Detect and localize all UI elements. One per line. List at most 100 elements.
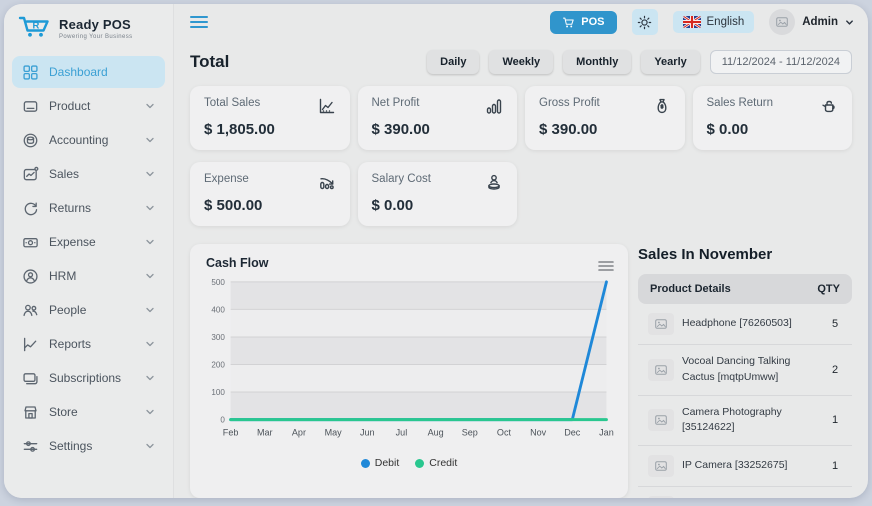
column-qty: QTY <box>817 283 840 295</box>
reports-icon <box>22 336 39 353</box>
svg-text:Jul: Jul <box>396 427 408 437</box>
app-window: R Ready POS Powering Your Business Dashb… <box>4 4 868 498</box>
period-button[interactable]: Weekly <box>489 50 554 74</box>
avatar <box>769 9 796 35</box>
returns-icon <box>22 200 39 217</box>
cart-icon <box>562 16 575 29</box>
stat-card: Salary Cost $ 0.00 <box>357 162 517 226</box>
sales-panel-title: Sales In November <box>638 246 773 263</box>
stat-label: Salary Cost <box>371 173 431 185</box>
svg-text:May: May <box>325 427 342 437</box>
dashboard-content: Total Daily Weekly Monthly Yearly 11/12/202… <box>174 40 868 498</box>
sidebar-item[interactable]: Expense <box>12 226 165 258</box>
svg-text:300: 300 <box>211 333 225 342</box>
sidebar-item[interactable]: Subscriptions <box>12 362 165 394</box>
product-name: Vocoal Dancing Talking Cactus [mqtpUmww] <box>682 355 791 383</box>
stat-label: Gross Profit <box>539 97 600 109</box>
svg-text:0: 0 <box>220 415 225 424</box>
stat-label: Total Sales <box>204 97 261 109</box>
declining-chart-icon <box>318 173 336 191</box>
chart-title: Cash Flow <box>206 256 269 270</box>
period-button[interactable]: Monthly <box>563 50 632 74</box>
theme-toggle[interactable] <box>631 9 658 35</box>
bar-chart-icon <box>485 97 503 115</box>
sidebar-item[interactable]: Sales <box>12 158 165 190</box>
stat-label: Net Profit <box>371 97 420 109</box>
language-selector[interactable]: English <box>672 11 755 33</box>
product-row[interactable]: IP Camera [33252675] 1 <box>638 446 852 487</box>
svg-text:Feb: Feb <box>223 427 239 437</box>
sidebar-item[interactable]: Store <box>12 396 165 428</box>
product-icon <box>22 98 39 115</box>
stats-grid: Total Sales $ 1,805.00 Net Profit $ 390.… <box>190 86 852 226</box>
cart-logo-icon: R <box>18 13 52 44</box>
sidebar-item[interactable]: Accounting <box>12 124 165 156</box>
period-button[interactable]: Yearly <box>641 50 700 74</box>
sidebar-item[interactable]: People <box>12 294 165 326</box>
money-bag-icon <box>653 97 671 115</box>
stat-value: $ 390.00 <box>371 121 430 138</box>
product-row[interactable]: Headphone [76260503] 5 <box>638 304 852 345</box>
sales-rows: Headphone [76260503] 5 Vocoal Dancing Ta… <box>638 304 852 498</box>
line-chart-icon <box>318 97 336 115</box>
pos-button-label: POS <box>581 16 605 28</box>
product-row[interactable]: Camera Photography [35124622] 1 <box>638 396 852 446</box>
product-image-placeholder <box>648 358 674 381</box>
sidebar-item[interactable]: Settings <box>12 430 165 462</box>
svg-text:400: 400 <box>211 305 225 314</box>
svg-text:Jan: Jan <box>599 427 614 437</box>
return-icon <box>820 97 838 115</box>
cashflow-chart: 0 100 200 300 400 500 Feb Mar Apr May Jun Jul Aug Sep… <box>211 278 614 438</box>
sales-icon <box>22 166 39 183</box>
user-name: Admin <box>802 16 838 28</box>
chevron-down-icon <box>145 237 155 247</box>
subscriptions-icon <box>22 370 39 387</box>
chevron-down-icon <box>145 373 155 383</box>
chevron-down-icon <box>145 101 155 111</box>
svg-text:Aug: Aug <box>428 427 444 437</box>
sidebar-item[interactable]: Dashboard <box>12 56 165 88</box>
product-qty: 5 <box>831 318 839 330</box>
expense-icon <box>22 234 39 251</box>
stat-value: $ 1,805.00 <box>204 121 275 138</box>
settings-icon <box>22 438 39 455</box>
product-name: Headphone [76260503] <box>682 317 792 330</box>
salary-icon <box>485 173 503 191</box>
accounting-icon <box>22 132 39 149</box>
sidebar-item[interactable]: Returns <box>12 192 165 224</box>
sidebar-item[interactable]: Product <box>12 90 165 122</box>
product-image-placeholder <box>648 313 674 335</box>
product-qty: 1 <box>831 460 839 472</box>
period-button[interactable]: Daily <box>427 50 480 74</box>
sidebar-item[interactable]: Reports <box>12 328 165 360</box>
product-image-placeholder <box>648 496 674 498</box>
main-area: POS English Admin <box>174 4 868 498</box>
store-icon <box>22 404 39 421</box>
menu-icon[interactable] <box>190 15 208 29</box>
stat-label: Expense <box>204 173 249 185</box>
product-qty: 2 <box>831 363 839 376</box>
sidebar-item[interactable]: HRM <box>12 260 165 292</box>
topbar: POS English Admin <box>174 4 868 40</box>
product-name: Camera Photography [35124622] <box>682 405 782 434</box>
date-range-input[interactable]: 11/12/2024 - 11/12/2024 <box>709 50 852 74</box>
product-image-placeholder <box>648 409 674 432</box>
legend-dot <box>360 458 370 468</box>
chevron-down-icon <box>145 407 155 417</box>
user-menu[interactable]: Admin <box>769 9 854 35</box>
sidebar-menu: Dashboard Product Accounting <box>4 50 173 468</box>
stat-value: $ 0.00 <box>706 121 749 138</box>
sales-table-header: Product Details QTY <box>638 274 852 304</box>
stat-card: Expense $ 500.00 <box>190 162 350 226</box>
pos-button[interactable]: POS <box>550 10 617 34</box>
svg-text:500: 500 <box>211 278 225 287</box>
stat-value: $ 390.00 <box>539 121 598 138</box>
page-title: Total <box>190 52 230 71</box>
svg-text:100: 100 <box>211 388 225 397</box>
chevron-down-icon <box>145 169 155 179</box>
stat-card: Net Profit $ 390.00 <box>357 86 517 150</box>
chart-menu-icon[interactable] <box>598 260 614 272</box>
product-row[interactable]: Vocoal Dancing Talking Cactus [mqtpUmww]… <box>638 345 852 396</box>
svg-text:R: R <box>33 21 40 32</box>
language-label: English <box>706 16 745 28</box>
